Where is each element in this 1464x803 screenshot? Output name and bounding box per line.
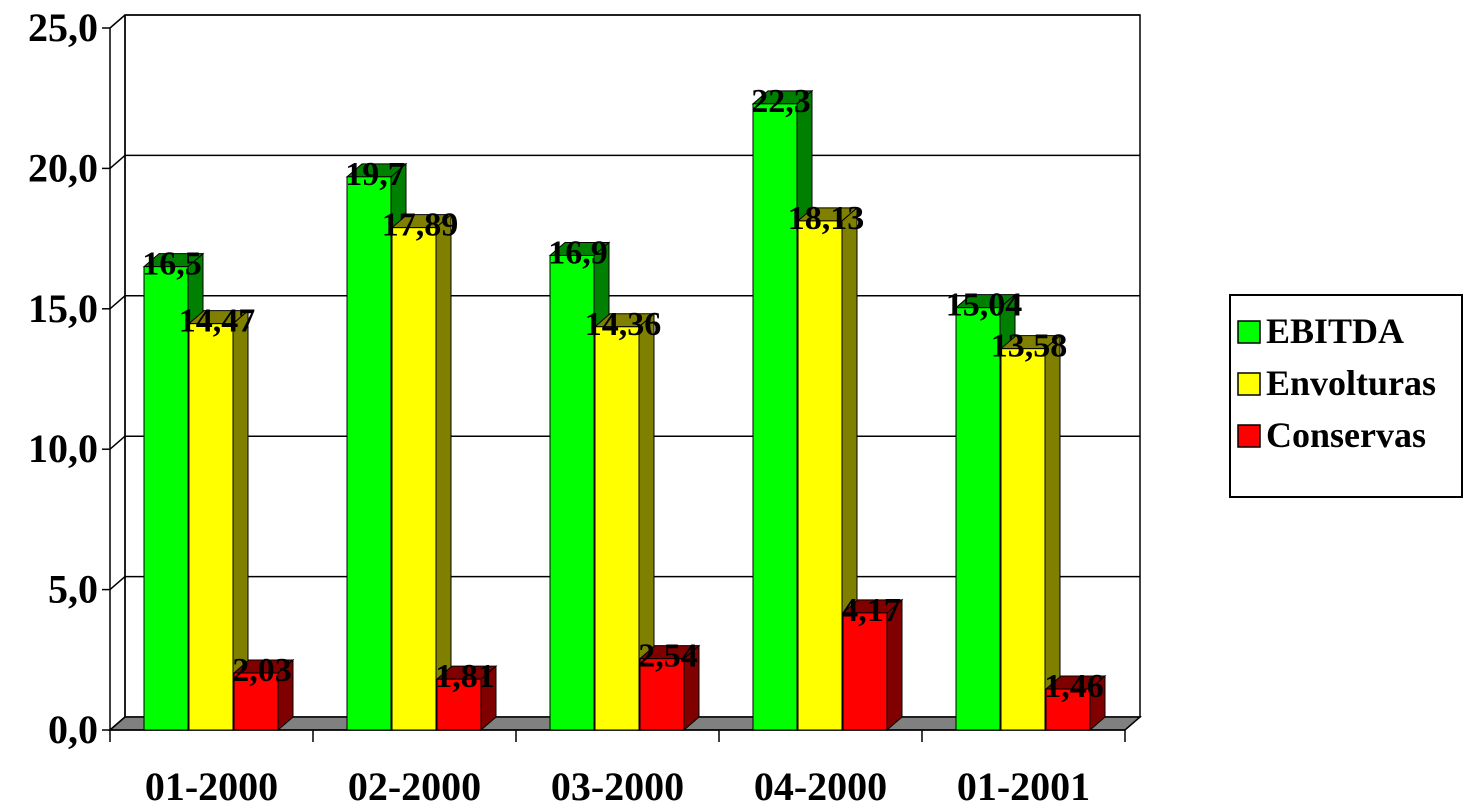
x-axis-ticks: 01-2000 02-2000 03-2000 04-2000 01-2001 (109, 730, 1126, 803)
gridline-side (109, 14, 126, 29)
legend-label: EBITDA (1266, 311, 1404, 351)
data-label: 1,81 (435, 658, 495, 695)
data-label: 14,47 (179, 303, 256, 340)
bar-front (391, 227, 437, 731)
data-label: 14,36 (585, 306, 662, 343)
y-tick-label: 5,0 (48, 567, 98, 612)
bar-front (346, 176, 392, 731)
bar-front (752, 103, 798, 731)
y-tick-label: 25,0 (28, 5, 98, 50)
data-label: 17,89 (382, 207, 459, 244)
legend-item-conservas: Conservas (1237, 415, 1426, 455)
data-label: 4,17 (841, 592, 901, 629)
bar-conservas-03-2000 (638, 644, 701, 732)
y-axis-ticks: 0,0 5,0 10,0 15,0 20,0 25,0 (28, 5, 110, 752)
bar-front (594, 326, 640, 731)
legend-swatch (1237, 372, 1261, 396)
x-tick-label: 04-2000 (754, 764, 887, 803)
x-tick-label: 03-2000 (551, 764, 684, 803)
gridline-side (109, 295, 126, 310)
bar-conservas-04-2000 (841, 598, 904, 732)
bars (142, 89, 1107, 732)
bar-front (955, 307, 1001, 731)
bar-front (436, 678, 482, 731)
bar-front (797, 220, 843, 731)
legend-box (1229, 294, 1463, 498)
legend-label: Envolturas (1266, 363, 1436, 403)
legend-swatch (1237, 424, 1261, 448)
data-label: 16,9 (548, 234, 608, 271)
data-label: 1,46 (1044, 668, 1104, 705)
legend-swatch (1237, 320, 1261, 344)
legend-label: Conservas (1266, 415, 1426, 455)
bar-envolturas-03-2000 (593, 312, 656, 732)
data-label: 19,7 (345, 156, 405, 193)
y-tick-label: 0,0 (48, 707, 98, 752)
data-labels: 16,5 14,47 2,03 19,7 17,89 1,81 16,9 14,36 2,54 2… (142, 83, 1104, 705)
legend-item-envolturas: Envolturas (1237, 363, 1436, 403)
y-tick-label: 15,0 (28, 286, 98, 331)
bar-front (233, 672, 279, 731)
bar-front (549, 254, 595, 731)
bar-conservas-01-2001 (1044, 674, 1107, 732)
legend: EBITDA Envolturas Conservas (1229, 294, 1463, 498)
data-label: 13,58 (991, 328, 1068, 365)
bar-front (842, 612, 888, 731)
gridline-side (109, 154, 126, 169)
bar-side (435, 213, 452, 732)
legend-item-ebitda: EBITDA (1237, 311, 1404, 351)
bar-front (639, 658, 685, 731)
data-label: 2,03 (232, 652, 292, 689)
data-label: 15,04 (946, 287, 1023, 324)
bar-front (1000, 348, 1046, 731)
data-label: 16,5 (142, 246, 202, 283)
gridline-side (109, 435, 126, 450)
x-tick-label: 01-2001 (957, 764, 1090, 803)
x-tick-label: 02-2000 (348, 764, 481, 803)
bar-front (188, 323, 234, 731)
bar-front (143, 266, 189, 731)
bar-envolturas-02-2000 (390, 213, 453, 732)
bar-conservas-02-2000 (435, 665, 498, 732)
bar-conservas-01-2000 (232, 658, 295, 732)
y-tick-label: 20,0 (28, 145, 98, 190)
data-label: 2,54 (638, 638, 698, 675)
data-label: 18,13 (788, 200, 865, 237)
bar-front (1045, 688, 1091, 731)
data-label: 22,3 (751, 83, 811, 120)
x-tick-label: 01-2000 (145, 764, 278, 803)
y-tick-label: 10,0 (28, 426, 98, 471)
gridline-side (109, 576, 126, 591)
bar-envolturas-01-2000 (187, 309, 250, 732)
